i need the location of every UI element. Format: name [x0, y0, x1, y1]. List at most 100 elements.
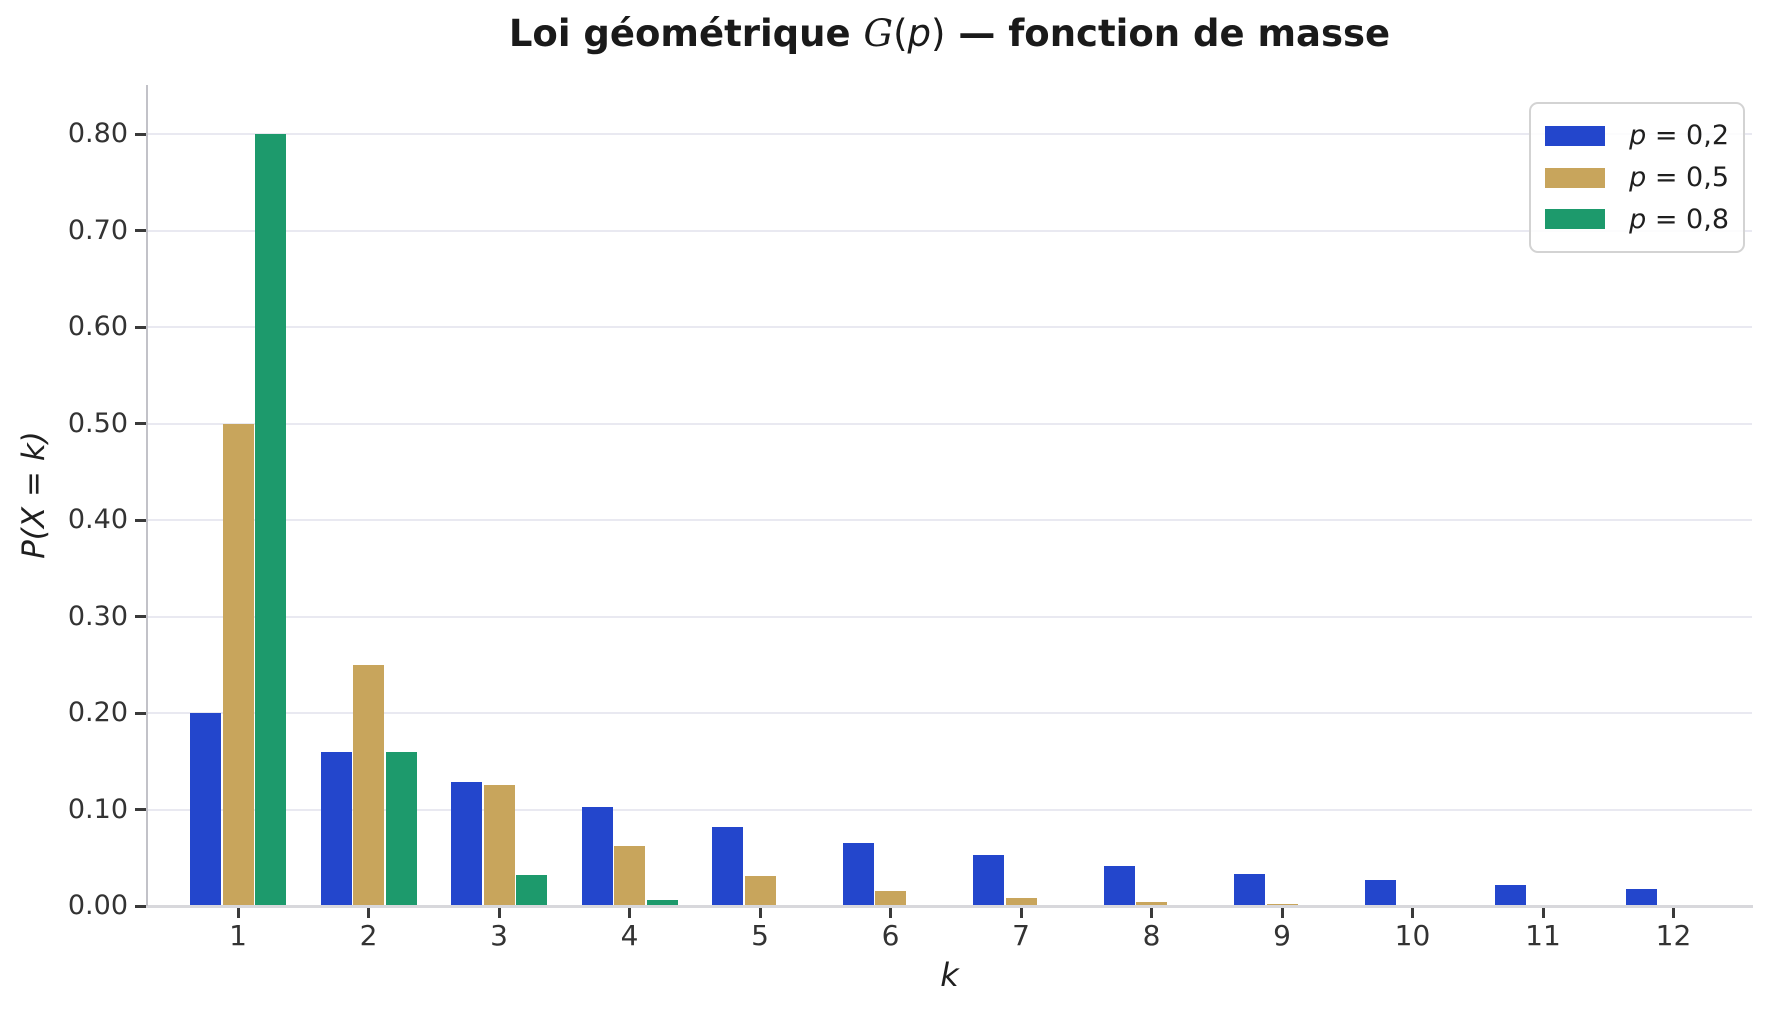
bar-p05-k4	[614, 845, 645, 906]
y-gridline	[147, 229, 1752, 232]
x-tick-mark	[236, 908, 240, 918]
x-tick-label: 2	[359, 919, 378, 952]
x-tick-mark	[758, 908, 762, 918]
bar-p05-k3	[483, 785, 515, 906]
legend-label-p08: p = 0,8	[1629, 204, 1729, 235]
legend-swatch-p02	[1545, 125, 1606, 146]
legend-label-p05: p = 0,5	[1629, 162, 1729, 193]
y-axis-line	[146, 85, 148, 906]
y-tick-mark	[135, 518, 146, 522]
title-paren-close: )	[931, 12, 946, 55]
y-gridline	[147, 422, 1752, 425]
bar-p02-k9	[1234, 873, 1265, 906]
y-gridline	[147, 133, 1752, 135]
y-tick-mark	[135, 711, 146, 715]
title-text-bold-suffix: — fonction de masse	[945, 12, 1391, 55]
y-tick-label: 0.30	[67, 600, 128, 632]
bar-p02-k2	[320, 751, 352, 906]
y-tick-label: 0.70	[67, 214, 128, 246]
bar-p08-k1	[255, 134, 286, 906]
bar-p02-k5	[712, 826, 743, 906]
chart-title: Loi géométrique G(p) — fonction de masse	[147, 12, 1752, 55]
x-axis-label: k	[940, 956, 959, 994]
x-tick-label: 6	[881, 919, 900, 952]
y-tick-label: 0.50	[67, 407, 128, 439]
title-var-p: p	[907, 12, 932, 55]
bar-p08-k4	[646, 899, 678, 906]
y-tick-mark	[135, 132, 146, 136]
x-tick-label: 10	[1394, 919, 1431, 952]
x-tick-label: 1	[229, 919, 247, 952]
bar-p02-k7	[973, 855, 1004, 906]
x-tick-mark	[367, 908, 370, 918]
x-tick-label: 12	[1655, 919, 1692, 952]
y-tick-label: 0.00	[67, 890, 128, 921]
y-tick-label: 0.60	[67, 311, 128, 342]
x-tick-mark	[1672, 908, 1675, 918]
x-tick-label: 7	[1012, 919, 1030, 952]
legend: p = 0,2 p = 0,5 p = 0,8	[1529, 102, 1745, 253]
legend-swatch-p08	[1545, 209, 1606, 230]
x-axis-line	[146, 905, 1753, 908]
y-tick-mark	[135, 904, 146, 908]
y-tick-label: 0.10	[67, 793, 128, 825]
bar-p02-k3	[451, 782, 482, 906]
y-gridline	[147, 712, 1752, 714]
x-tick-mark	[1541, 908, 1545, 918]
bar-p05-k6	[875, 890, 906, 906]
y-tick-label: 0.40	[67, 504, 128, 535]
y-tick-mark	[135, 422, 146, 425]
legend-value-p05: = 0,5	[1646, 162, 1729, 193]
title-paren-open: (	[893, 12, 908, 55]
bar-p05-k1	[222, 423, 254, 906]
title-script-g: G	[863, 12, 894, 55]
x-tick-label: 9	[1273, 919, 1291, 952]
bar-p05-k2	[353, 664, 384, 906]
x-tick-label: 3	[490, 919, 508, 952]
y-tick-mark	[135, 615, 146, 618]
legend-value-p08: = 0,8	[1646, 203, 1729, 235]
bar-p08-k3	[516, 875, 547, 906]
x-tick-mark	[889, 908, 892, 918]
legend-var-p05: p	[1629, 162, 1647, 193]
legend-label-p02: p = 0,2	[1629, 120, 1729, 151]
x-tick-label: 5	[751, 919, 769, 952]
x-tick-mark	[1150, 908, 1153, 918]
x-tick-mark	[1019, 908, 1023, 918]
title-text-bold: Loi géométrique	[508, 12, 864, 55]
legend-value-p02: = 0,2	[1646, 120, 1729, 152]
bar-p02-k10	[1364, 880, 1396, 906]
bar-p02-k11	[1495, 885, 1526, 906]
x-tick-label: 11	[1525, 919, 1561, 952]
legend-entry-p08: p = 0,8	[1545, 198, 1729, 240]
legend-var-p08: p	[1629, 203, 1647, 235]
legend-swatch-p05	[1545, 167, 1606, 188]
y-tick-mark	[135, 325, 146, 329]
bar-p02-k6	[842, 842, 874, 906]
y-gridline	[147, 808, 1752, 811]
legend-var-p02: p	[1629, 120, 1647, 152]
legend-entry-p05: p = 0,5	[1545, 157, 1729, 199]
x-tick-mark	[497, 908, 501, 918]
bar-p05-k5	[744, 875, 776, 906]
y-gridline	[147, 615, 1752, 618]
y-tick-mark	[135, 229, 146, 232]
y-gridline	[147, 519, 1752, 521]
x-tick-mark	[1280, 908, 1284, 918]
x-tick-mark	[1411, 908, 1414, 918]
y-gridline	[147, 326, 1752, 328]
x-tick-label: 4	[620, 919, 639, 952]
bar-p08-k2	[385, 751, 417, 906]
x-tick-mark	[628, 908, 631, 918]
bar-p02-k8	[1103, 865, 1135, 906]
bar-p02-k4	[581, 807, 613, 906]
y-tick-label: 0.20	[67, 697, 128, 728]
bar-p02-k12	[1625, 889, 1657, 906]
legend-entry-p02: p = 0,2	[1545, 115, 1729, 157]
x-tick-label: 8	[1142, 919, 1161, 952]
bar-p05-k7	[1005, 898, 1037, 906]
y-axis-label: P(X = k)	[16, 431, 52, 559]
bar-p02-k1	[190, 713, 221, 906]
y-tick-mark	[135, 808, 146, 811]
